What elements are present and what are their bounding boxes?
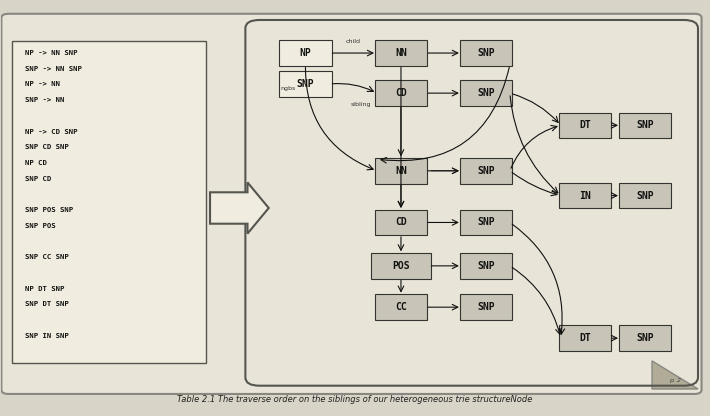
Text: SNP -> NN SNP: SNP -> NN SNP [25,66,82,72]
FancyBboxPatch shape [371,253,431,279]
Text: CD: CD [395,88,407,98]
FancyBboxPatch shape [559,325,611,351]
Text: DT: DT [579,120,591,130]
Text: NN: NN [395,48,407,58]
Text: SNP: SNP [636,120,654,130]
Text: SNP DT SNP: SNP DT SNP [25,301,68,307]
Text: SNP: SNP [477,218,495,228]
Text: DT: DT [579,333,591,343]
FancyBboxPatch shape [559,183,611,208]
Text: IN: IN [579,191,591,201]
Text: SNP: SNP [297,79,315,89]
Text: SNP POS SNP: SNP POS SNP [25,207,73,213]
Text: NN: NN [395,166,407,176]
Text: SNP: SNP [477,48,495,58]
Polygon shape [210,182,268,234]
FancyBboxPatch shape [12,41,207,363]
Text: SNP: SNP [636,191,654,201]
FancyBboxPatch shape [375,210,427,235]
Text: ngbs: ngbs [280,86,295,91]
Text: CC: CC [395,302,407,312]
Text: NP -> CD SNP: NP -> CD SNP [25,129,77,134]
Text: Table 2.1 The traverse order on the siblings of our heterogeneous trie structure: Table 2.1 The traverse order on the sibl… [178,395,532,404]
FancyBboxPatch shape [1,14,701,394]
FancyBboxPatch shape [619,183,671,208]
Text: POS: POS [392,261,410,271]
FancyBboxPatch shape [459,210,512,235]
FancyBboxPatch shape [375,295,427,320]
FancyBboxPatch shape [459,253,512,279]
Text: child: child [346,40,361,45]
Text: SNP CD: SNP CD [25,176,51,182]
FancyBboxPatch shape [459,158,512,183]
FancyBboxPatch shape [459,40,512,66]
Text: NP DT SNP: NP DT SNP [25,285,64,292]
Text: NP CD: NP CD [25,160,47,166]
FancyBboxPatch shape [375,40,427,66]
Text: SNP IN SNP: SNP IN SNP [25,333,68,339]
Text: p. 2: p. 2 [669,378,681,383]
Text: SNP: SNP [477,166,495,176]
Text: SNP -> NN: SNP -> NN [25,97,64,103]
FancyBboxPatch shape [375,80,427,106]
Text: SNP POS: SNP POS [25,223,55,229]
Text: SNP: SNP [477,302,495,312]
Text: NP -> NN: NP -> NN [25,82,60,87]
Text: NP: NP [300,48,312,58]
FancyBboxPatch shape [459,80,512,106]
Text: SNP: SNP [477,88,495,98]
FancyBboxPatch shape [375,158,427,183]
FancyBboxPatch shape [279,71,332,97]
FancyBboxPatch shape [619,325,671,351]
Text: NP -> NN SNP: NP -> NN SNP [25,50,77,56]
Text: sibling: sibling [351,102,371,107]
Text: SNP CC SNP: SNP CC SNP [25,254,68,260]
FancyBboxPatch shape [459,295,512,320]
FancyBboxPatch shape [619,113,671,138]
Text: SNP: SNP [636,333,654,343]
Text: CD: CD [395,218,407,228]
Text: SNP: SNP [477,261,495,271]
FancyBboxPatch shape [559,113,611,138]
Text: SNP CD SNP: SNP CD SNP [25,144,68,150]
Polygon shape [652,361,698,389]
FancyBboxPatch shape [279,40,332,66]
